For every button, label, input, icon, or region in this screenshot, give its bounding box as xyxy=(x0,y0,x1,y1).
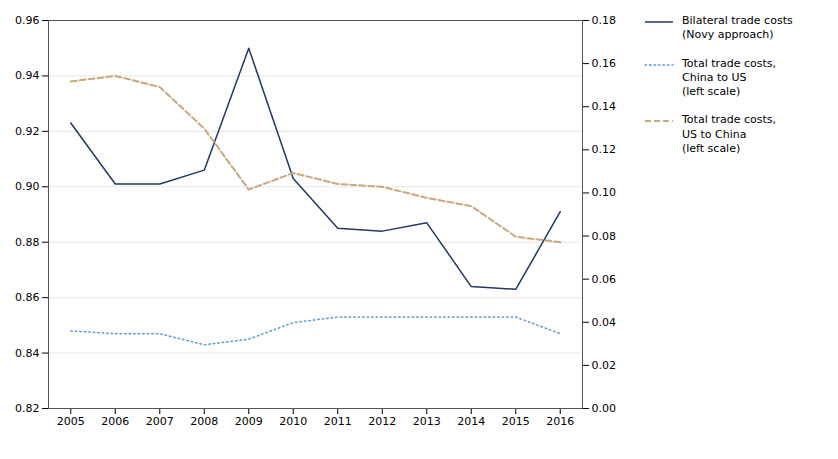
svg-text:0.92: 0.92 xyxy=(15,125,40,138)
svg-text:2006: 2006 xyxy=(101,415,129,428)
svg-text:0.84: 0.84 xyxy=(15,347,40,360)
svg-text:0.16: 0.16 xyxy=(592,57,617,70)
svg-text:0.10: 0.10 xyxy=(592,186,617,199)
svg-text:0.08: 0.08 xyxy=(592,230,617,243)
html-text:Total trade costs, US to China: Total trade costs, US to China (left sca… xyxy=(682,113,777,156)
svg-text:0.00: 0.00 xyxy=(592,402,617,415)
svg-text:0.90: 0.90 xyxy=(15,180,40,193)
svg-text:0.82: 0.82 xyxy=(15,402,40,415)
svg-text:0.14: 0.14 xyxy=(592,100,617,113)
svg-text:0.86: 0.86 xyxy=(15,291,40,304)
html-text:Total trade costs, China to US: Total trade costs, China to US (left sca… xyxy=(682,56,777,99)
svg-text:0.94: 0.94 xyxy=(15,69,40,82)
svg-text:2005: 2005 xyxy=(57,415,85,428)
html-text:Bilateral trade costs (Novy ap: Bilateral trade costs (Novy approach) xyxy=(682,14,793,42)
svg-text:0.06: 0.06 xyxy=(592,273,617,286)
svg-text:2015: 2015 xyxy=(502,415,530,428)
svg-text:2013: 2013 xyxy=(413,415,441,428)
svg-text:2016: 2016 xyxy=(546,415,574,428)
svg-text:2009: 2009 xyxy=(235,415,263,428)
svg-text:2011: 2011 xyxy=(324,415,352,428)
svg-text:2012: 2012 xyxy=(368,415,396,428)
svg-text:2007: 2007 xyxy=(146,415,174,428)
svg-text:0.12: 0.12 xyxy=(592,143,617,156)
svg-text:2010: 2010 xyxy=(279,415,307,428)
svg-text:0.96: 0.96 xyxy=(15,14,40,27)
svg-text:0.88: 0.88 xyxy=(15,236,40,249)
svg-text:2014: 2014 xyxy=(457,415,485,428)
svg-text:0.02: 0.02 xyxy=(592,359,617,372)
svg-text:2008: 2008 xyxy=(190,415,218,428)
svg-text:0.04: 0.04 xyxy=(592,316,617,329)
svg-text:0.18: 0.18 xyxy=(592,14,617,27)
